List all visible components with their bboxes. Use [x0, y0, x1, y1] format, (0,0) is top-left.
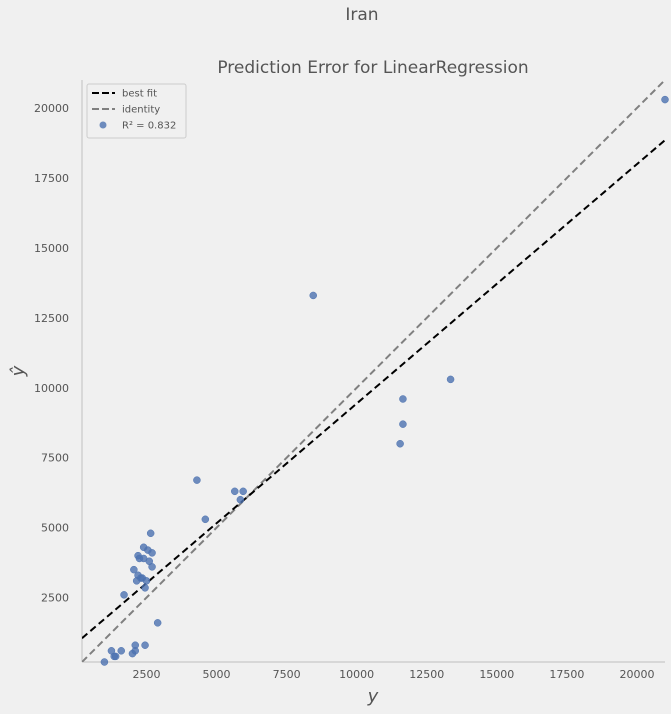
data-point — [236, 495, 245, 504]
best-fit-line — [82, 139, 665, 639]
figure-suptitle: Iran — [345, 5, 378, 25]
x-tick-label: 15000 — [479, 668, 514, 681]
data-point — [201, 515, 210, 524]
legend-box — [86, 83, 187, 139]
data-point — [193, 476, 201, 484]
data-point — [309, 291, 317, 300]
y-tick-label: 5000 — [41, 522, 69, 535]
x-tick-label: 20000 — [619, 668, 654, 681]
x-tick-label: 5000 — [203, 668, 231, 681]
x-tick-label: 2500 — [132, 668, 160, 681]
legend: best fit identity R² = 0.832 — [86, 83, 187, 139]
data-point — [142, 577, 151, 585]
data-point — [141, 584, 149, 592]
data-point — [399, 395, 407, 403]
data-point — [131, 647, 140, 655]
data-point — [396, 440, 404, 448]
data-point — [399, 420, 407, 428]
data-point — [120, 591, 128, 599]
y-axis-label: ŷ — [8, 365, 29, 377]
data-point — [153, 619, 162, 627]
legend-label: best fit — [122, 89, 157, 100]
y-tick-label: 7500 — [41, 452, 69, 465]
legend-label: identity — [122, 105, 160, 116]
x-tick-label: 12500 — [409, 668, 444, 681]
data-point — [100, 658, 109, 666]
y-tick-label: 10000 — [34, 382, 69, 395]
data-point — [231, 487, 239, 496]
identity-line — [82, 80, 665, 662]
legend-marker-swatch — [99, 121, 107, 129]
y-tick-label: 2500 — [41, 592, 69, 605]
data-point — [111, 652, 120, 661]
y-tick-label: 17500 — [34, 172, 69, 185]
y-tick-label: 12500 — [34, 312, 69, 325]
chart-title: Prediction Error for LinearRegression — [217, 58, 528, 78]
x-tick-label: 7500 — [273, 668, 301, 681]
y-tick-label: 20000 — [34, 102, 69, 115]
data-point — [661, 95, 669, 104]
x-axis-label: y — [367, 686, 379, 707]
legend-label: R² = 0.832 — [122, 121, 176, 132]
data-point — [117, 647, 125, 655]
x-tick-label: 17500 — [549, 668, 584, 681]
plot-area: 2500 5000 7500 10000 12500 15000 17500 20000 250… — [34, 80, 669, 681]
y-tick-label: 15000 — [34, 242, 69, 255]
plot-inner — [82, 80, 665, 662]
data-point — [146, 529, 155, 538]
data-point — [141, 641, 149, 649]
x-tick-label: 10000 — [339, 668, 374, 681]
data-point — [148, 549, 156, 557]
data-point — [239, 487, 247, 496]
data-point — [130, 565, 138, 574]
data-point — [446, 375, 455, 384]
data-point — [148, 563, 156, 571]
